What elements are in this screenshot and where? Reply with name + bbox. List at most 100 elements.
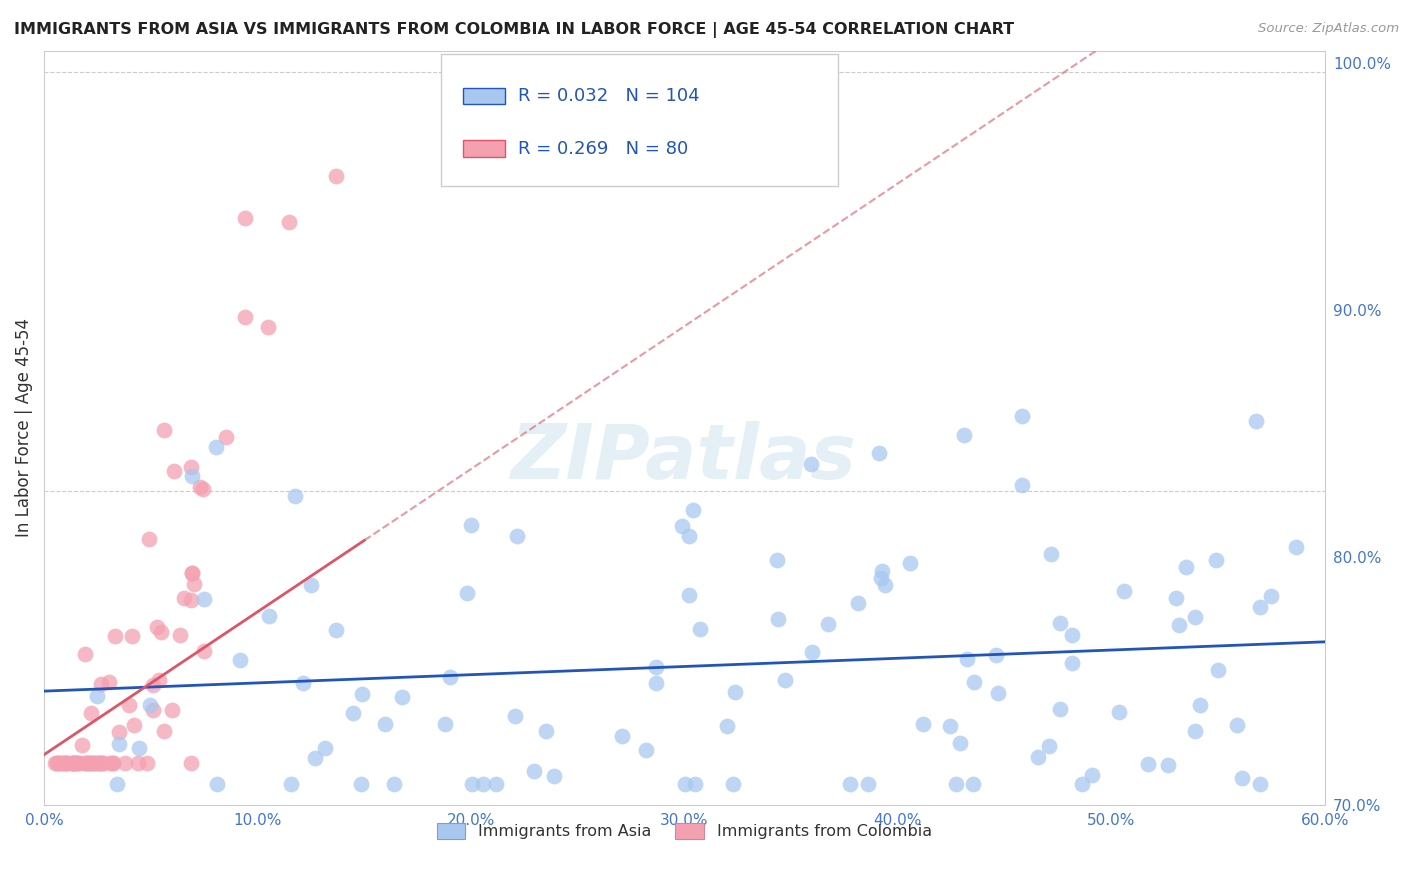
Point	[1206, 663, 1229, 677]
Point	[66, 756, 89, 770]
Point	[153, 423, 176, 437]
Point	[1060, 656, 1083, 670]
Point	[62, 756, 84, 770]
Point	[645, 659, 668, 673]
Point	[83, 756, 105, 770]
Point	[868, 445, 890, 459]
Point	[1108, 705, 1130, 719]
Point	[180, 592, 202, 607]
Point	[46, 756, 69, 770]
Point	[325, 623, 347, 637]
Point	[800, 457, 823, 471]
Point	[1260, 589, 1282, 603]
Point	[101, 756, 124, 770]
Point	[55, 756, 77, 770]
Point	[86, 689, 108, 703]
Point	[163, 465, 186, 479]
Point	[173, 591, 195, 605]
Point	[90, 676, 112, 690]
Point	[145, 620, 167, 634]
Point	[114, 756, 136, 770]
Point	[62, 756, 84, 770]
Point	[46, 756, 69, 770]
Point	[1249, 599, 1271, 614]
Point	[1049, 702, 1071, 716]
Point	[523, 764, 546, 778]
Point	[1226, 717, 1249, 731]
Point	[53, 756, 76, 770]
Point	[89, 756, 111, 770]
Point	[870, 564, 893, 578]
Point	[689, 622, 711, 636]
Point	[77, 756, 100, 770]
Point	[62, 756, 84, 770]
Point	[460, 518, 482, 533]
Point	[1232, 771, 1254, 785]
Point	[956, 652, 979, 666]
Point	[284, 489, 307, 503]
Point	[503, 708, 526, 723]
Point	[73, 648, 96, 662]
Point	[534, 724, 557, 739]
Point	[65, 756, 87, 770]
Point	[75, 756, 97, 770]
Point	[108, 737, 131, 751]
Point	[233, 310, 256, 324]
Text: ZIPatlas: ZIPatlas	[512, 421, 858, 495]
Point	[150, 624, 173, 639]
Point	[939, 719, 962, 733]
Point	[1156, 758, 1178, 772]
Point	[485, 777, 508, 791]
Point	[716, 719, 738, 733]
Point	[56, 756, 79, 770]
Point	[1081, 768, 1104, 782]
Text: R = 0.032   N = 104: R = 0.032 N = 104	[517, 87, 700, 105]
Point	[952, 427, 974, 442]
Point	[543, 769, 565, 783]
Point	[460, 777, 482, 791]
Point	[80, 706, 103, 721]
Point	[56, 756, 79, 770]
Point	[1184, 610, 1206, 624]
Point	[685, 777, 707, 791]
Point	[350, 777, 373, 791]
Y-axis label: In Labor Force | Age 45-54: In Labor Force | Age 45-54	[15, 318, 32, 537]
Point	[1175, 560, 1198, 574]
Point	[122, 717, 145, 731]
Point	[52, 756, 75, 770]
Point	[193, 592, 215, 607]
Point	[610, 729, 633, 743]
Point	[962, 777, 984, 791]
Point	[506, 529, 529, 543]
FancyBboxPatch shape	[441, 54, 838, 186]
FancyBboxPatch shape	[463, 140, 505, 157]
Point	[682, 503, 704, 517]
Point	[160, 703, 183, 717]
Point	[858, 777, 880, 791]
Point	[870, 571, 893, 585]
Point	[73, 756, 96, 770]
Point	[45, 756, 67, 770]
Point	[180, 756, 202, 770]
Point	[80, 756, 103, 770]
Point	[846, 597, 869, 611]
Point	[188, 480, 211, 494]
Point	[342, 706, 364, 720]
Point	[1049, 616, 1071, 631]
Point	[439, 670, 461, 684]
Point	[949, 736, 972, 750]
Point	[128, 756, 150, 770]
Point	[69, 756, 91, 770]
Point	[723, 777, 745, 791]
Point	[1071, 777, 1094, 791]
Point	[678, 588, 700, 602]
Point	[1285, 540, 1308, 554]
Point	[945, 777, 967, 791]
Point	[671, 518, 693, 533]
Point	[93, 756, 115, 770]
Point	[1168, 618, 1191, 632]
Point	[169, 628, 191, 642]
Point	[1184, 724, 1206, 739]
Point	[180, 469, 202, 483]
Point	[1164, 591, 1187, 605]
